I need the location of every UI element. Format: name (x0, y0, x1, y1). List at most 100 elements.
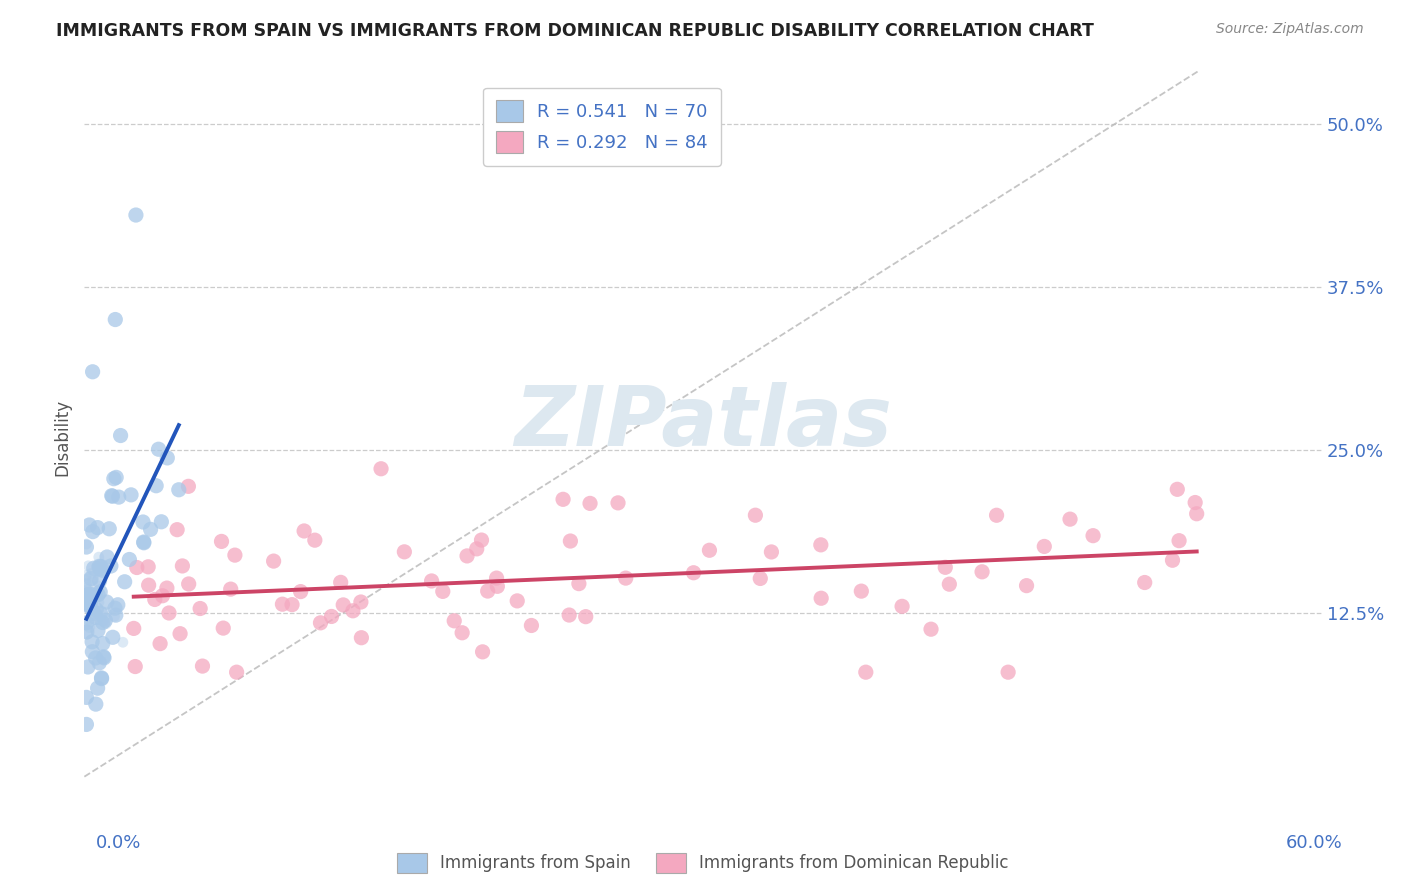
Point (87, 583, 110, 598)
Text: IMMIGRANTS FROM SPAIN VS IMMIGRANTS FROM DOMINICAN REPUBLIC DISABILITY CORRELATI: IMMIGRANTS FROM SPAIN VS IMMIGRANTS FROM… (56, 22, 1094, 40)
Point (156, 450, 179, 465)
Point (87, 612, 110, 626)
Point (125, 560, 148, 574)
Point (98, 522, 121, 536)
Point (1185, 507, 1208, 521)
Point (94, 613, 117, 627)
Point (470, 533, 492, 547)
Point (934, 560, 956, 574)
Point (80, 594, 103, 608)
Point (281, 598, 304, 612)
Point (744, 508, 766, 523)
Point (810, 591, 832, 606)
Point (79, 615, 101, 630)
Point (188, 601, 211, 615)
Point (89, 606, 111, 620)
Point (122, 621, 145, 635)
Point (82, 645, 104, 659)
Point (77, 577, 100, 591)
Point (87, 595, 110, 609)
Point (304, 533, 326, 548)
Point (125, 208, 148, 222)
Point (96, 549, 118, 564)
Point (107, 598, 129, 612)
Point (111, 635, 134, 649)
Point (110, 428, 132, 442)
Point (101, 489, 124, 503)
Point (75, 615, 97, 630)
Point (420, 574, 443, 588)
Point (309, 615, 332, 630)
Point (104, 312, 127, 326)
Point (75, 717, 97, 731)
Point (970, 565, 993, 579)
Point (150, 515, 173, 529)
Point (167, 483, 190, 497)
Point (75, 537, 97, 551)
Point (75, 600, 97, 615)
Point (75, 599, 97, 614)
Point (263, 554, 285, 568)
Point (76, 596, 98, 610)
Point (76, 586, 98, 600)
Point (219, 582, 242, 596)
Point (79, 621, 101, 635)
Point (614, 571, 637, 585)
Point (938, 577, 960, 591)
Point (80, 585, 103, 599)
Point (77, 582, 100, 597)
Point (292, 524, 315, 538)
Point (90, 671, 112, 685)
Point (82, 365, 104, 379)
Point (87, 588, 110, 602)
Point (75, 690, 97, 705)
Point (329, 575, 352, 590)
Point (80, 566, 103, 581)
Point (1184, 495, 1206, 509)
Point (82, 574, 104, 588)
Point (75, 568, 97, 582)
Point (84, 602, 107, 616)
Point (1059, 512, 1081, 526)
Point (77, 558, 100, 573)
Point (520, 618, 543, 632)
Point (79, 587, 101, 601)
Point (1168, 533, 1191, 548)
Point (139, 522, 162, 536)
Point (1081, 529, 1104, 543)
Point (211, 534, 233, 549)
Point (212, 621, 235, 635)
Point (87, 624, 110, 638)
Point (104, 608, 127, 623)
Point (350, 595, 373, 609)
Point (558, 608, 581, 623)
Point (342, 604, 364, 618)
Point (84, 589, 107, 603)
Point (84, 610, 107, 624)
Point (75, 585, 97, 599)
Point (120, 488, 142, 502)
Point (86, 560, 108, 574)
Point (145, 479, 167, 493)
Point (75, 540, 97, 554)
Point (75, 616, 97, 631)
Point (86, 681, 108, 696)
Text: 60.0%: 60.0% (1286, 834, 1343, 852)
Point (75, 589, 97, 603)
Point (506, 594, 529, 608)
Point (75, 581, 97, 595)
Point (118, 552, 141, 566)
Point (84, 697, 107, 711)
Point (86, 520, 108, 534)
Point (89, 574, 111, 588)
Point (224, 548, 246, 562)
Point (103, 472, 125, 486)
Point (83, 561, 105, 575)
Point (90, 559, 112, 574)
Point (579, 496, 602, 510)
Point (114, 574, 136, 589)
Point (891, 599, 914, 614)
Point (80, 596, 103, 610)
Point (100, 559, 122, 574)
Point (91, 636, 114, 650)
